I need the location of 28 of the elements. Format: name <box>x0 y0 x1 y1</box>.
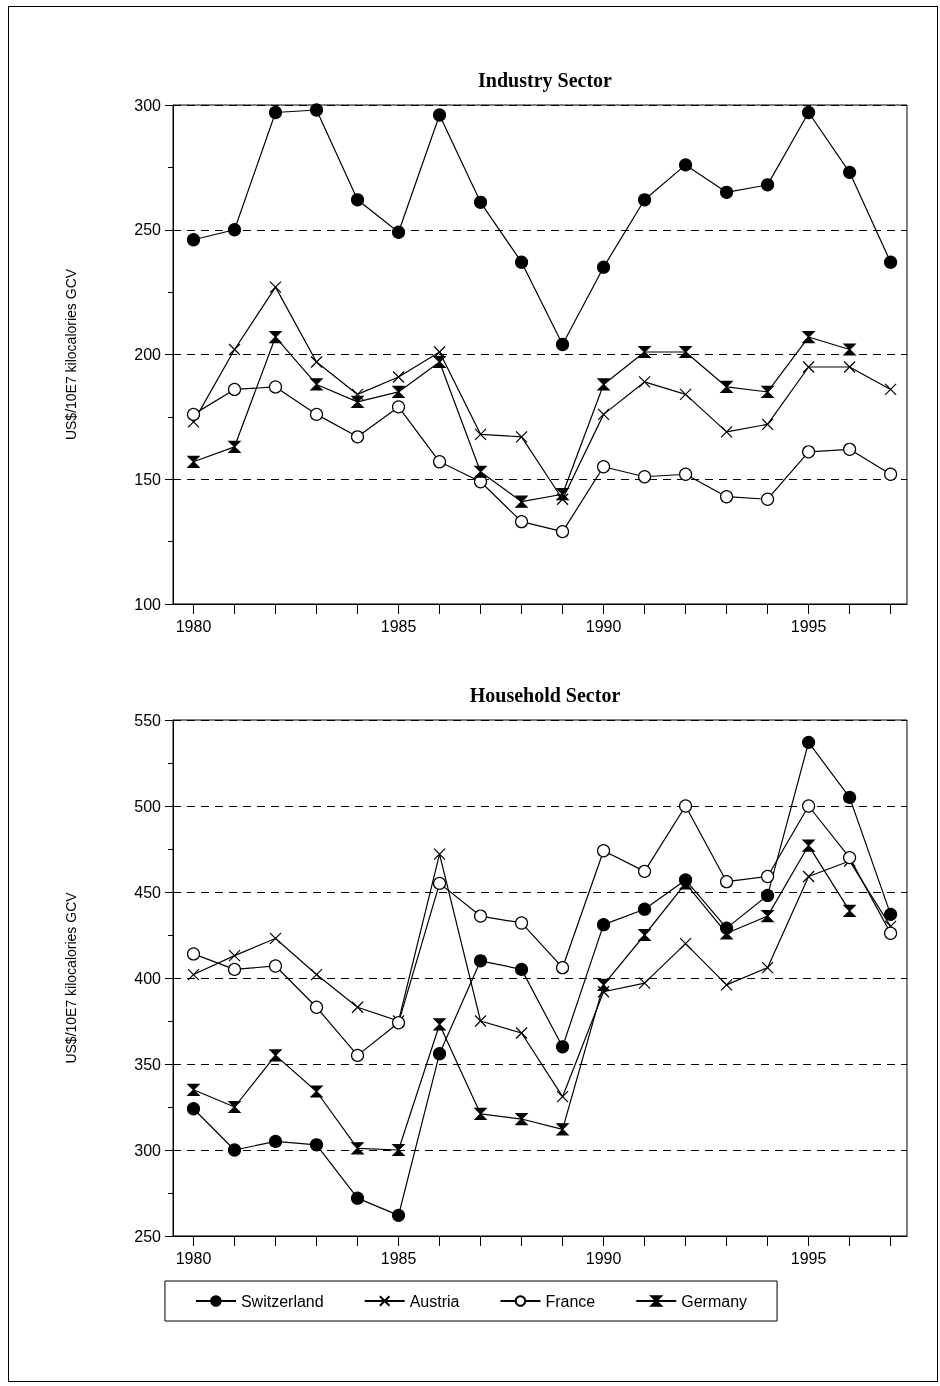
x-tick-label: 1985 <box>380 617 417 635</box>
legend-label: France <box>545 1292 596 1310</box>
y-tick-label: 100 <box>134 595 162 613</box>
y-tick-label: 250 <box>134 221 162 239</box>
y-tick-label: 400 <box>134 969 162 987</box>
legend-label: Switzerland <box>240 1292 324 1310</box>
legend-label: Austria <box>409 1292 460 1310</box>
legend-label: Germany <box>681 1292 748 1310</box>
y-axis-title: US$/10E7 kilocalories GCV <box>63 891 79 1064</box>
chart-title: Household Sector <box>469 684 621 706</box>
y-tick-label: 300 <box>134 96 162 114</box>
x-tick-label: 1990 <box>585 1249 622 1267</box>
x-tick-label: 1995 <box>790 1249 827 1267</box>
y-tick-label: 200 <box>134 346 162 363</box>
x-tick-label: 1980 <box>175 1249 212 1267</box>
y-tick-label: 500 <box>134 797 162 815</box>
y-tick-label: 350 <box>134 1055 162 1073</box>
x-tick-label: 1995 <box>790 617 827 635</box>
chart-title: Industry Sector <box>478 69 613 92</box>
y-tick-label: 300 <box>134 1141 162 1159</box>
y-tick-label: 550 <box>134 711 162 729</box>
y-tick-label: 450 <box>134 883 162 901</box>
x-tick-label: 1980 <box>175 617 212 635</box>
x-tick-label: 1990 <box>585 617 622 635</box>
x-tick-label: 1985 <box>380 1249 417 1267</box>
y-tick-label: 250 <box>134 1227 162 1245</box>
y-axis-title: US$/10E7 kilocalories GCV <box>63 268 79 441</box>
y-tick-label: 150 <box>134 470 162 488</box>
